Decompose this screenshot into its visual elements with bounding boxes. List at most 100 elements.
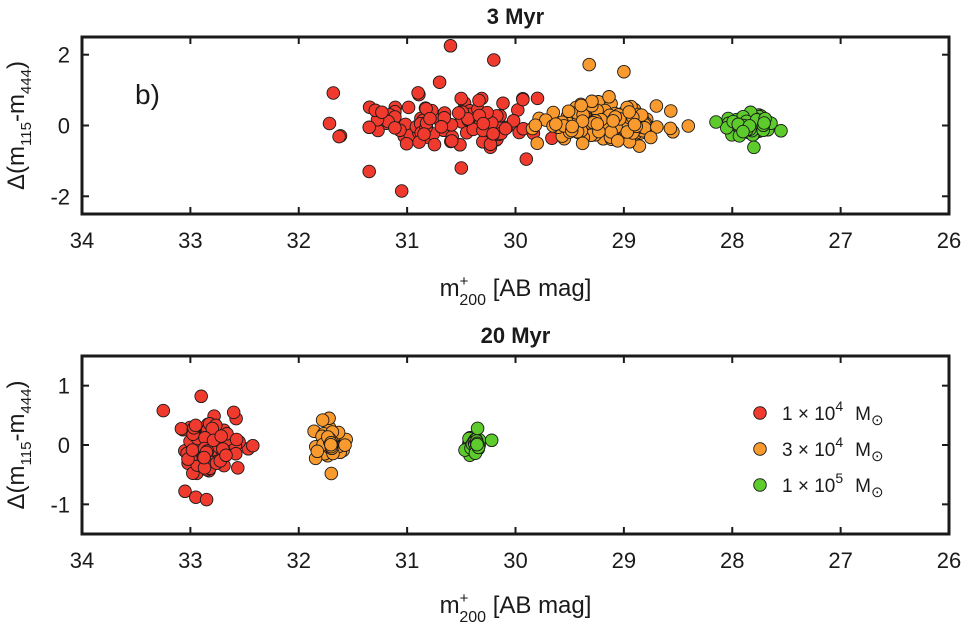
point-series1 — [246, 438, 260, 453]
point-series2 — [681, 119, 696, 133]
x-tick-label: 33 — [178, 548, 202, 573]
legend-marker — [753, 442, 767, 456]
y-tick-label: 0 — [58, 433, 70, 458]
point-series1 — [486, 127, 500, 141]
point-series1 — [185, 443, 200, 457]
point-series1 — [399, 136, 414, 151]
y-tick-label: -1 — [50, 492, 70, 517]
point-series2 — [561, 104, 576, 118]
point-series1 — [454, 161, 469, 175]
legend-marker — [753, 406, 767, 420]
chart-title: 3 Myr — [487, 4, 545, 29]
point-series1 — [417, 127, 431, 141]
point-series2 — [338, 438, 352, 452]
point-series1 — [487, 53, 501, 67]
point-series2 — [528, 118, 543, 132]
point-series3 — [470, 437, 484, 452]
y-tick-label: 0 — [58, 114, 70, 139]
legend-marker — [753, 478, 767, 492]
point-series2 — [622, 105, 636, 119]
point-series2 — [310, 444, 325, 459]
point-series3 — [747, 140, 761, 155]
x-tick-label: 26 — [937, 548, 961, 573]
point-series2 — [627, 117, 642, 132]
point-series2 — [649, 99, 664, 113]
chart-title: 20 Myr — [481, 323, 551, 348]
point-series1 — [388, 121, 402, 135]
point-series1 — [394, 184, 409, 198]
point-series1 — [362, 120, 376, 135]
x-tick-label: 32 — [287, 228, 311, 253]
point-series2 — [644, 130, 658, 145]
point-series1 — [332, 129, 346, 144]
point-series1 — [519, 152, 534, 166]
x-tick-label: 28 — [720, 548, 744, 573]
point-series2 — [617, 64, 631, 79]
x-axis-label: m+ 200 [AB mag] — [440, 590, 592, 625]
point-series1 — [194, 389, 208, 404]
point-series2 — [602, 90, 616, 104]
point-series1 — [156, 403, 171, 418]
point-series3 — [774, 124, 788, 138]
point-series1 — [444, 134, 459, 148]
point-series2 — [606, 114, 620, 128]
point-series2 — [324, 437, 338, 452]
point-series2 — [663, 121, 678, 136]
x-tick-label: 29 — [612, 228, 636, 253]
point-series1 — [229, 432, 244, 447]
y-axis-label: Δ(m115-m444) — [3, 61, 35, 190]
point-series2 — [324, 466, 339, 481]
point-series1 — [423, 111, 437, 126]
point-series1 — [199, 492, 214, 507]
point-series2 — [565, 119, 579, 134]
point-series1 — [214, 429, 228, 443]
data-points — [156, 389, 499, 507]
point-series2 — [549, 117, 563, 131]
y-tick-label: -2 — [50, 184, 70, 209]
point-series1 — [454, 91, 468, 106]
point-series1 — [326, 86, 341, 100]
point-series1 — [516, 92, 530, 107]
legend: 1 × 104 M⊙ 3 × 104 M⊙ 1 × 105 M⊙ — [753, 398, 884, 501]
x-tick-label: 31 — [395, 228, 419, 253]
x-tick-label: 32 — [287, 548, 311, 573]
x-tick-label: 27 — [828, 228, 852, 253]
point-series1 — [476, 116, 491, 131]
x-tick-label: 34 — [70, 548, 94, 573]
point-series2 — [650, 120, 664, 134]
x-tick-label: 28 — [720, 228, 744, 253]
point-series1 — [231, 461, 245, 475]
point-series1 — [498, 121, 513, 136]
point-series1 — [188, 418, 203, 433]
panel-2: 20 Myr 34 33 32 31 30 29 28 27 26 -1 0 1 m+ 200 [AB ma… — [3, 323, 961, 625]
x-tick-label: 27 — [828, 548, 852, 573]
legend-label: 1 × 105 M⊙ — [782, 470, 884, 501]
x-tick-label: 30 — [503, 228, 527, 253]
x-tick-label: 33 — [178, 228, 202, 253]
point-series2 — [530, 136, 544, 150]
legend-label: 3 × 104 M⊙ — [782, 434, 884, 465]
y-tick-label: 1 — [58, 374, 70, 399]
point-series3 — [470, 421, 485, 436]
x-tick-label: 26 — [937, 228, 961, 253]
point-series1 — [226, 405, 241, 420]
point-series1 — [219, 448, 233, 463]
point-series1 — [496, 96, 510, 110]
point-series1 — [427, 137, 442, 152]
point-series1 — [530, 91, 545, 106]
point-series2 — [590, 117, 605, 131]
x-tick-label: 31 — [395, 548, 419, 573]
point-series1 — [506, 114, 521, 128]
point-series1 — [174, 421, 189, 436]
y-axis-label: Δ(m115-m444) — [3, 381, 35, 510]
point-series1 — [322, 116, 337, 131]
point-series1 — [197, 450, 211, 465]
point-series1 — [375, 105, 389, 119]
point-series3 — [709, 115, 723, 129]
point-series2 — [315, 413, 330, 427]
point-series1 — [362, 164, 376, 179]
point-series2 — [610, 134, 625, 148]
point-series2 — [574, 98, 588, 113]
point-series1 — [443, 39, 458, 53]
